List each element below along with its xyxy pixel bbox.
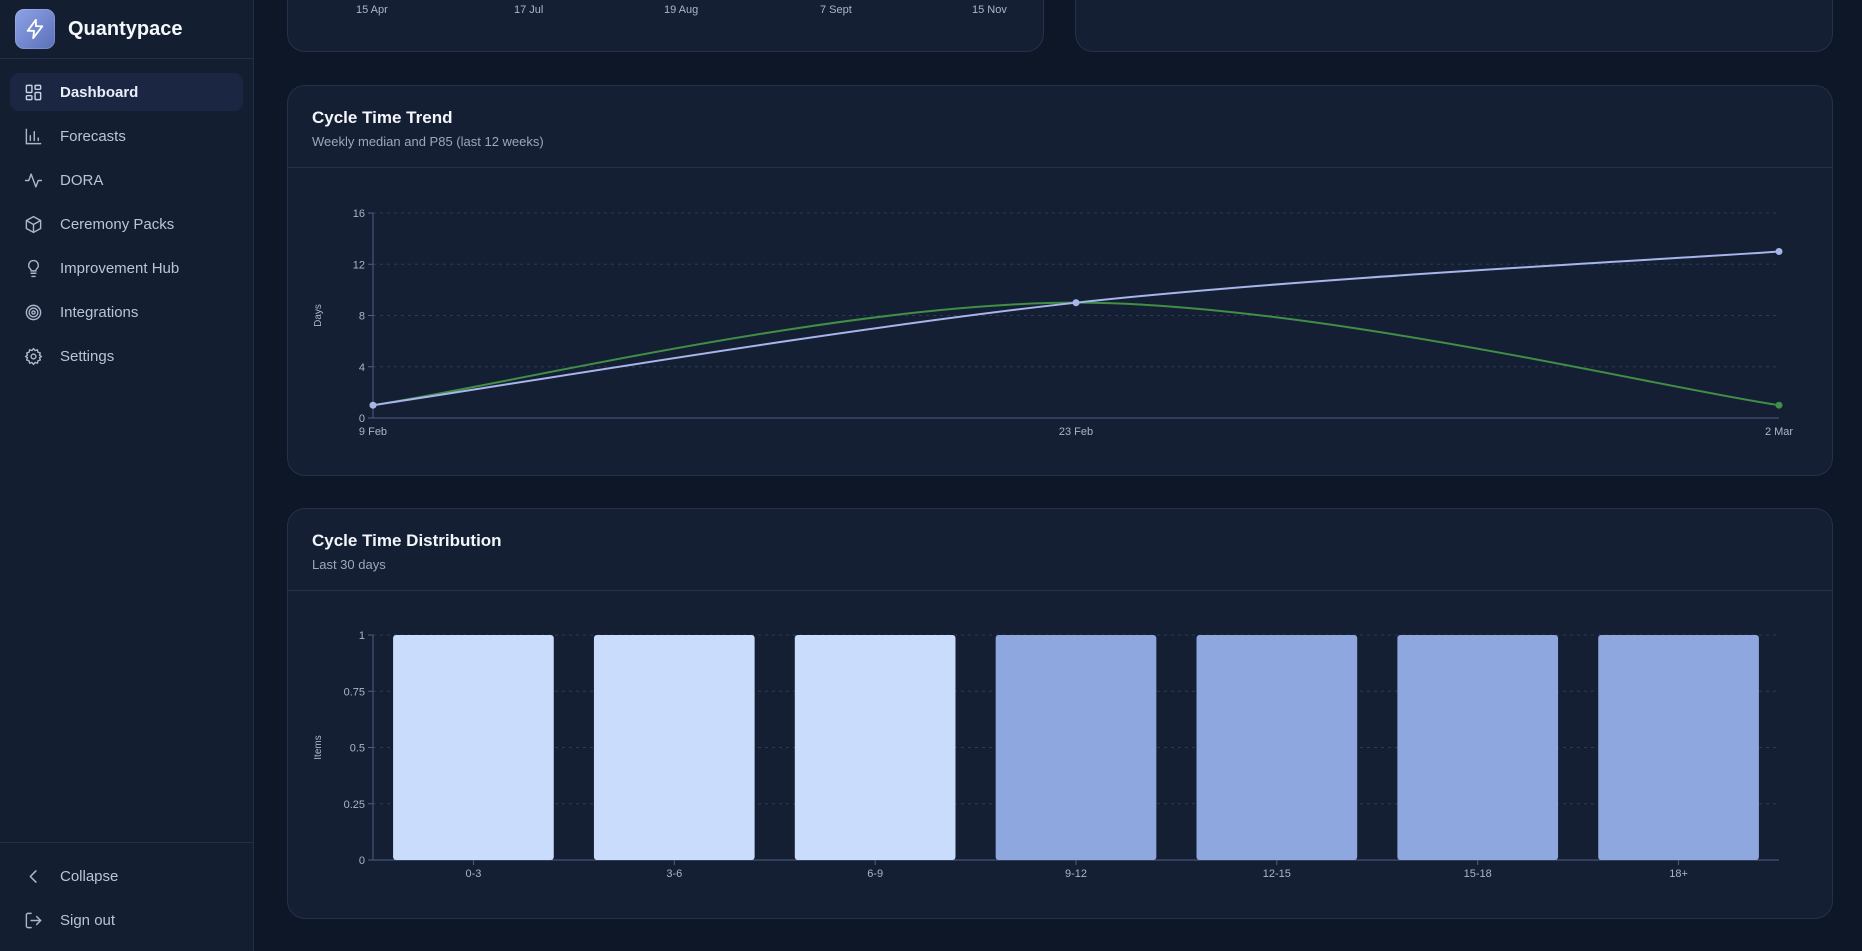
x-tick-label: 15 Apr: [356, 4, 388, 16]
bar: [1196, 635, 1358, 860]
x-tick-label: 6-9: [867, 868, 883, 880]
sidebar-item-label: Integrations: [60, 303, 139, 321]
y-axis-label: Days: [313, 304, 324, 327]
y-tick-label: 16: [353, 208, 365, 220]
collapse-label: Collapse: [60, 867, 119, 885]
sidebar-item-label: Settings: [60, 347, 115, 365]
card-header: Cycle Time Distribution Last 30 days: [288, 509, 1832, 591]
sidebar: Quantypace Dashboard Forecasts DORA: [0, 0, 254, 951]
sidebar-item-dora[interactable]: DORA: [10, 161, 243, 199]
package-icon: [25, 215, 42, 233]
data-point: [1775, 247, 1783, 255]
gear-icon: [24, 347, 43, 365]
data-point: [1072, 299, 1080, 307]
y-tick-label: 0: [359, 855, 365, 867]
sign-out-label: Sign out: [60, 911, 116, 929]
collapse-button[interactable]: Collapse: [10, 857, 243, 895]
card-subtitle: Weekly median and P85 (last 12 weeks): [312, 134, 544, 149]
card-title: Cycle Time Trend: [312, 108, 453, 127]
y-axis-label: Items: [313, 735, 324, 759]
log-out-icon: [25, 912, 42, 928]
sidebar-footer: Collapse Sign out: [0, 842, 253, 951]
lightning-icon: [15, 9, 55, 49]
bar: [995, 635, 1157, 860]
lightbulb-icon: [28, 259, 39, 277]
activity-icon: [24, 172, 43, 188]
y-tick-label: 0.25: [344, 799, 365, 811]
bar: [794, 635, 956, 860]
chevron-left-icon: [29, 869, 37, 883]
cycle-time-distribution-chart: 0 0.25 0.5 0.75 1 0-3 3-6 6-9 9-12 12-15 15-18 18+ I…: [313, 630, 1779, 880]
app-name: Quantypace: [68, 17, 183, 40]
bar: [1397, 635, 1559, 860]
sidebar-item-improvement-hub[interactable]: Improvement Hub: [10, 249, 243, 287]
y-tick-label: 8: [359, 311, 365, 323]
series-line: [372, 301, 1780, 407]
sidebar-item-forecasts[interactable]: Forecasts: [10, 117, 243, 155]
sidebar-item-settings[interactable]: Settings: [10, 337, 243, 375]
x-tick-label: 12-15: [1263, 868, 1291, 880]
card-header: Cycle Time Trend Weekly median and P85 (…: [288, 86, 1832, 168]
x-tick-label: 15-18: [1464, 868, 1492, 880]
cycle-time-trend-chart: 0 4 8 12 16 9 Feb 23 Feb 2 Mar Days: [313, 208, 1793, 438]
sidebar-item-label: Forecasts: [60, 127, 126, 145]
x-tick-label: 18+: [1669, 868, 1688, 880]
data-point: [1775, 401, 1783, 409]
sidebar-item-dashboard[interactable]: Dashboard: [10, 73, 243, 111]
x-tick-label: 2 Mar: [1765, 426, 1793, 438]
sidebar-item-ceremony-packs[interactable]: Ceremony Packs: [10, 205, 243, 243]
x-tick-label: 7 Sept: [820, 4, 852, 16]
top-right-card: [1075, 0, 1833, 52]
target-icon: [25, 304, 42, 320]
x-tick-label: 3-6: [666, 868, 682, 880]
sidebar-item-label: Dashboard: [60, 83, 139, 101]
cycle-time-trend-card: Cycle Time Trend Weekly median and P85 (…: [287, 85, 1833, 476]
x-tick-label: 17 Jul: [514, 4, 544, 16]
top-chart-card: 15 Apr 17 Jul 19 Aug 7 Sept 15 Nov: [287, 0, 1044, 52]
sidebar-item-label: Ceremony Packs: [60, 215, 175, 233]
card-title: Cycle Time Distribution: [312, 531, 502, 550]
x-tick-label: 19 Aug: [664, 4, 699, 16]
brand[interactable]: Quantypace: [0, 0, 253, 59]
bar: [1598, 635, 1759, 860]
sidebar-item-integrations[interactable]: Integrations: [10, 293, 243, 331]
y-tick-label: 1: [359, 630, 365, 642]
bar: [393, 635, 554, 860]
x-tick-label: 23 Feb: [1059, 426, 1093, 438]
sidebar-item-label: DORA: [60, 171, 104, 189]
x-tick-label: 9-12: [1065, 868, 1087, 880]
data-point: [369, 401, 377, 409]
sidebar-item-label: Improvement Hub: [60, 259, 180, 277]
y-tick-label: 0.75: [344, 686, 365, 698]
x-tick-label: 0-3: [465, 868, 481, 880]
y-tick-label: 0.5: [350, 743, 365, 755]
bar-chart-icon: [25, 128, 42, 144]
bar: [593, 635, 755, 860]
y-tick-label: 4: [359, 362, 365, 374]
y-tick-label: 12: [353, 259, 365, 271]
sidebar-nav: Dashboard Forecasts DORA Ceremony Packs: [0, 59, 253, 375]
sign-out-button[interactable]: Sign out: [10, 901, 243, 939]
cycle-time-distribution-card: Cycle Time Distribution Last 30 days 0 0.…: [287, 508, 1833, 919]
series-line: [372, 250, 1780, 407]
card-subtitle: Last 30 days: [312, 557, 386, 572]
y-tick-label: 0: [359, 413, 365, 425]
x-tick-label: 15 Nov: [972, 4, 1007, 16]
layout-dashboard-icon: [25, 84, 42, 100]
x-tick-label: 9 Feb: [359, 426, 387, 438]
